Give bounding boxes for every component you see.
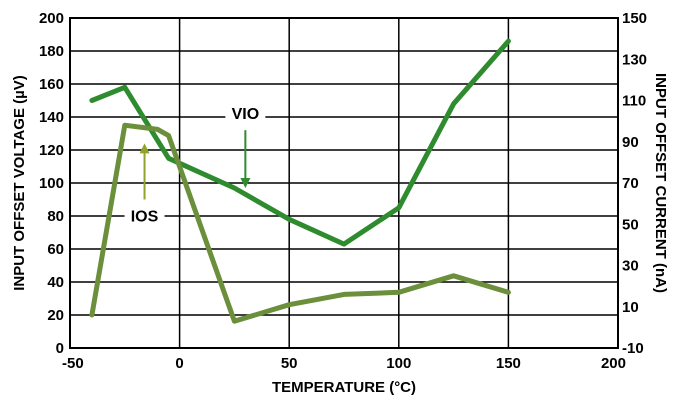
y2-tick-label: 50 [622,216,639,233]
x-tick-label: 150 [496,355,521,372]
x-tick-label: 100 [386,355,411,372]
annotation-label: IOS [131,208,159,225]
annotation-arrow-head [240,177,251,188]
y2-tick-label: 150 [622,10,647,27]
x-tick-label: 50 [281,355,298,372]
tick-labels: 020406080100120140160180200-101030507090… [39,10,647,372]
grid-lines [70,18,618,348]
y-axis-title: INPUT OFFSET VOLTAGE (µV) [11,75,28,291]
y-tick-label: 160 [39,76,64,93]
y-tick-label: 80 [47,208,64,225]
annotations: VIO IOS [124,104,266,225]
series-lines [89,38,511,324]
y-tick-label: 20 [47,307,64,324]
y2-tick-label: 110 [622,93,646,110]
series-line-ios [89,122,511,324]
y-tick-label: 120 [39,142,64,159]
y-tick-label: 180 [39,43,64,60]
y2-tick-label: 130 [622,51,647,68]
annotation-bg [124,206,165,225]
y2-tick-label: 70 [622,175,639,192]
plot-frame [69,17,619,349]
y-tick-label: 100 [39,175,64,192]
y-tick-label: 40 [47,274,64,291]
y2-tick-label: 10 [622,299,639,316]
y-tick-label: 60 [47,241,64,258]
y2-axis-title: INPUT OFFSET CURRENT (nA) [652,73,669,293]
annotation-ios: IOS [124,143,165,225]
x-tick-label: -50 [62,355,84,372]
x-tick-label: 0 [175,355,183,372]
x-axis-title: TEMPERATURE (°C) [272,379,416,396]
series-line-vio [89,38,511,247]
y-tick-label: 140 [39,109,64,126]
x-tick-label: 200 [601,355,626,372]
y2-tick-label: -10 [622,340,644,357]
y-tick-label: 0 [56,340,64,357]
y2-tick-label: 90 [622,134,639,151]
y-tick-label: 200 [39,10,64,27]
annotation-arrow-head [139,143,150,154]
annotation-vio: VIO [225,104,266,188]
annotation-label: VIO [232,106,260,123]
annotation-bg [225,104,266,122]
y2-tick-label: 30 [622,258,639,275]
